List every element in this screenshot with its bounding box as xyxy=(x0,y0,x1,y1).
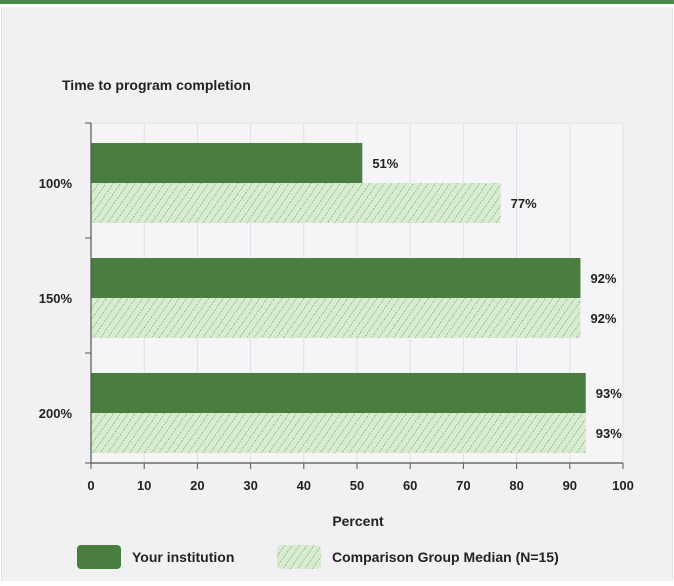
legend-label-comparison: Comparison Group Median (N=15) xyxy=(332,549,559,565)
x-tick-label: 30 xyxy=(243,478,257,493)
data-label: 93% xyxy=(596,426,622,441)
x-tick-label: 100 xyxy=(612,478,634,493)
x-tick-label: 60 xyxy=(403,478,417,493)
bar-comparison xyxy=(91,183,501,223)
legend-label-institution: Your institution xyxy=(132,549,234,565)
legend-swatch-comparison xyxy=(277,545,321,569)
bar-institution xyxy=(91,143,363,183)
data-label: 92% xyxy=(590,271,616,286)
chart-panel: Time to program completion 51% 77% 92% 92% 9… xyxy=(1,7,673,581)
category-label: 100% xyxy=(39,176,73,191)
x-tick-label: 0 xyxy=(87,478,94,493)
data-label: 51% xyxy=(372,156,398,171)
data-label: 92% xyxy=(590,311,616,326)
y-axis-categories: 100% 150% 200% xyxy=(39,176,73,421)
category-label: 200% xyxy=(39,406,73,421)
bar-comparison xyxy=(91,413,586,453)
bar-group: 51% 77% 92% 92% 93% 93% xyxy=(91,143,622,453)
x-tick-label: 50 xyxy=(350,478,364,493)
x-axis-ticks: 0 10 20 30 40 50 60 70 80 90 100 xyxy=(87,463,634,493)
legend: Your institution Comparison Group Median… xyxy=(77,545,559,569)
x-tick-label: 80 xyxy=(509,478,523,493)
x-tick-label: 20 xyxy=(190,478,204,493)
bar-institution xyxy=(91,258,581,298)
chart-title: Time to program completion xyxy=(62,77,251,93)
x-axis-label: Percent xyxy=(332,513,384,529)
data-label: 93% xyxy=(596,386,622,401)
bar-institution xyxy=(91,373,586,413)
bar-chart: Time to program completion 51% 77% 92% 92% 9… xyxy=(39,77,634,569)
x-tick-label: 90 xyxy=(563,478,577,493)
legend-swatch-institution xyxy=(77,545,121,569)
x-tick-label: 40 xyxy=(297,478,311,493)
data-label: 77% xyxy=(511,196,537,211)
x-tick-label: 10 xyxy=(137,478,151,493)
bar-comparison xyxy=(91,298,581,338)
header-accent-bar xyxy=(0,0,674,4)
x-tick-label: 70 xyxy=(456,478,470,493)
category-label: 150% xyxy=(39,291,73,306)
